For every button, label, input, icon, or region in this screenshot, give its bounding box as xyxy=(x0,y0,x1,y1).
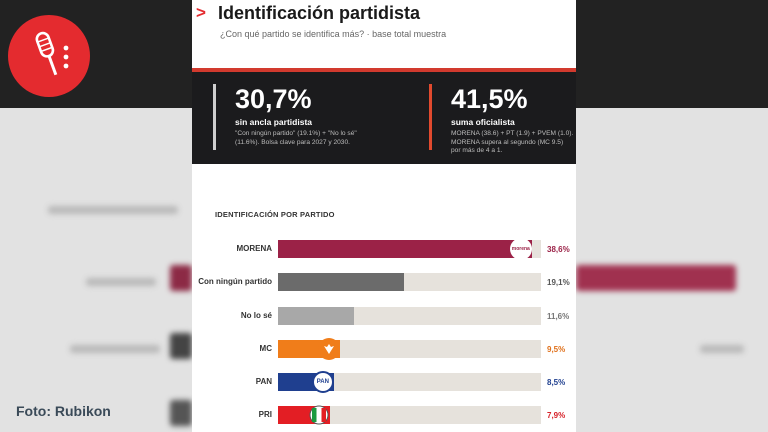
bar-value-label: 7,9% xyxy=(547,410,566,420)
bar-label: Con ningún partido xyxy=(198,277,272,287)
pan-logo: PAN xyxy=(311,371,334,393)
bar xyxy=(278,338,341,360)
stat-value: 30,7% xyxy=(235,84,312,114)
bar xyxy=(278,404,330,426)
bar-track xyxy=(278,273,541,291)
background-blur-text xyxy=(86,278,156,286)
bar xyxy=(278,273,404,291)
bar-row-pri: PRI 7,9% xyxy=(192,404,576,426)
stats-panel: 30,7% sin ancla partidista "Con ningún p… xyxy=(192,72,576,164)
stat-note: "Con ningún partido" (19.1%) + "No lo sé… xyxy=(235,130,357,147)
bar: morena xyxy=(278,238,532,260)
stat-accent-bar xyxy=(213,84,216,150)
stat-label: sin ancla partidista xyxy=(235,117,312,127)
stat-note: MORENA (38.6) + PT (1.9) + PVEM (1.0). M… xyxy=(451,130,573,156)
title-row: > Identificación partidista xyxy=(192,2,420,24)
bar-label: PAN xyxy=(255,377,272,387)
bar-row-con-ningun-partido: Con ningún partido 19,1% xyxy=(192,271,576,293)
background-blur-bar xyxy=(576,265,736,291)
stat-note-line: MORENA (38.6) + PT (1.9) + PVEM (1.0). xyxy=(451,130,574,137)
stat-value: 41,5% xyxy=(451,84,528,114)
chevron-right-icon: > xyxy=(196,3,206,22)
chart-title: IDENTIFICACIÓN POR PARTIDO xyxy=(215,210,335,219)
badge-text: PAN xyxy=(316,379,329,385)
microphone-icon xyxy=(35,31,69,76)
bar-track xyxy=(278,338,541,360)
photo-credit: Foto: Rubikon xyxy=(16,403,111,419)
bar: PAN xyxy=(278,371,334,393)
bar-track xyxy=(278,307,541,325)
background-blur-bar xyxy=(170,400,192,426)
pri-logo-icon xyxy=(308,404,330,426)
stat-accent-bar xyxy=(429,84,432,150)
bar-value-label: 9,5% xyxy=(547,344,566,354)
background-blur-text xyxy=(70,345,160,353)
bar-value-label: 8,5% xyxy=(547,377,566,387)
bar-label: MORENA xyxy=(236,244,272,254)
bar xyxy=(278,307,355,325)
bar-row-morena: MORENA morena 38,6% xyxy=(192,238,576,260)
bar-row-no-lo-se: No lo sé 11,6% xyxy=(192,305,576,327)
bar-label: No lo sé xyxy=(240,311,272,321)
background-blur-text xyxy=(48,206,178,214)
stat-note-line: MORENA supera al segundo (MC 9.5) xyxy=(451,138,564,146)
background-blur-text xyxy=(700,345,744,353)
bar-value-label: 38,6% xyxy=(547,244,570,254)
stat-note-line: "Con ningún partido" (19.1%) + "No lo sé… xyxy=(235,130,357,137)
bar-value-label: 11,6% xyxy=(547,311,570,321)
background-blur-bar xyxy=(170,333,192,359)
page-title: Identificación partidista xyxy=(218,2,421,23)
bar-value-label: 19,1% xyxy=(547,277,570,287)
bar-track: morena xyxy=(278,238,541,260)
page-subtitle: ¿Con qué partido se identifica más? · ba… xyxy=(220,29,447,39)
bar-row-mc: MC 9,5% xyxy=(192,338,576,360)
bar-label: PRI xyxy=(258,410,272,420)
bar-track: PAN xyxy=(278,371,541,393)
bar-row-pan: PAN PAN 8,5% xyxy=(192,371,576,393)
infographic-card: > Identificación partidista ¿Con qué par… xyxy=(192,0,576,432)
bar-label: MC xyxy=(259,344,272,354)
stat-label: suma oficialista xyxy=(451,117,515,127)
accent-divider xyxy=(192,68,576,72)
morena-logo: morena xyxy=(509,238,532,260)
bar-track xyxy=(278,404,541,426)
background-blur-bar xyxy=(170,265,192,291)
mc-eagle-icon xyxy=(318,338,341,360)
stat-note-line: (11.6%). Bolsa clave para 2027 y 2030. xyxy=(235,138,350,146)
stat-note-line: por más de 4 a 1. xyxy=(451,147,503,155)
badge-text: morena xyxy=(511,246,530,252)
brand-logo xyxy=(8,15,90,97)
